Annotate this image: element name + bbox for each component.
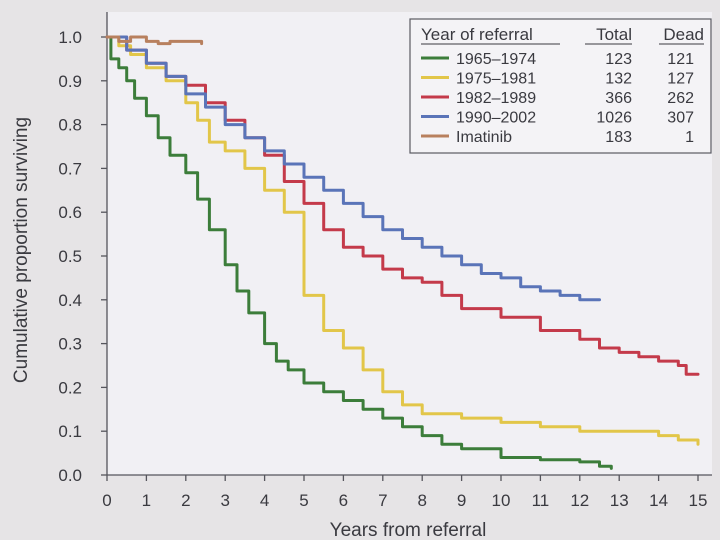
y-tick-label: 0.6 (58, 203, 82, 222)
legend-label: 1982–1989 (456, 90, 536, 107)
x-tick-label: 8 (417, 491, 426, 510)
x-tick-label: 2 (181, 491, 190, 510)
x-tick-label: 0 (102, 491, 111, 510)
series-line-1965-1974 (105, 35, 613, 470)
series-line-1990-2002 (105, 35, 601, 302)
x-tick-label: 11 (532, 491, 550, 510)
legend-label: 1965–1974 (456, 51, 536, 68)
legend: Year of referral Total Dead 1965–1974 123… (409, 18, 712, 154)
legend-rows: 1965–1974 123 121 1975–1981 132 127 1982–1989 3… (421, 51, 694, 146)
legend-label: 1975–1981 (456, 71, 536, 88)
y-tick-label: 0.8 (58, 116, 82, 135)
x-tick-label: 9 (457, 491, 466, 510)
y-tick-label: 0.4 (58, 291, 82, 310)
y-tick-label: 0.9 (58, 72, 82, 91)
x-tick-label: 12 (570, 491, 589, 510)
legend-dead: 121 (667, 51, 694, 68)
x-tick-label: 5 (299, 491, 308, 510)
y-axis-label: Cumulative proportion surviving (11, 117, 32, 383)
legend-total: 1026 (596, 110, 632, 127)
y-tick-label: 0.1 (58, 422, 82, 441)
legend-label: 1990–2002 (456, 110, 536, 127)
x-axis-ticks: 0 1 2 3 4 5 6 7 8 9 10 11 12 13 14 15 (102, 475, 707, 510)
x-tick-label: 1 (142, 491, 151, 510)
x-tick-label: 14 (649, 491, 668, 510)
y-tick-label: 0.5 (58, 247, 82, 266)
x-axis-label: Years from referral (330, 520, 487, 540)
legend-dead: 127 (667, 71, 694, 88)
legend-box (409, 18, 712, 154)
series-line-1975-1981 (105, 35, 700, 446)
y-tick-label: 0.0 (58, 466, 82, 485)
series-lines (105, 35, 700, 470)
y-tick-label: 1.0 (58, 28, 82, 47)
legend-label: Imatinib (456, 129, 512, 146)
x-tick-label: 4 (260, 491, 269, 510)
series-line-1982-1989 (105, 35, 700, 376)
x-tick-label: 13 (610, 491, 629, 510)
legend-header-dead: Dead (663, 25, 704, 44)
legend-header-total: Total (596, 25, 632, 44)
legend-total: 183 (605, 129, 632, 146)
legend-total: 132 (605, 71, 632, 88)
legend-dead: 262 (667, 90, 694, 107)
x-tick-label: 10 (492, 491, 511, 510)
legend-total: 366 (605, 90, 632, 107)
y-tick-label: 0.3 (58, 335, 82, 354)
x-tick-label: 6 (339, 491, 348, 510)
y-tick-label: 0.7 (58, 159, 82, 178)
x-tick-label: 3 (220, 491, 229, 510)
legend-dead: 1 (685, 129, 694, 146)
x-tick-label: 7 (378, 491, 387, 510)
y-tick-label: 0.2 (58, 378, 82, 397)
y-axis-ticks: 0.0 0.1 0.2 0.3 0.4 0.5 0.6 0.7 0.8 0.9 1.0 (58, 28, 107, 485)
legend-header-year: Year of referral (421, 25, 533, 44)
series-line-imatinib (105, 35, 204, 46)
legend-total: 123 (605, 51, 632, 68)
legend-dead: 307 (667, 110, 694, 127)
x-tick-label: 15 (689, 491, 708, 510)
